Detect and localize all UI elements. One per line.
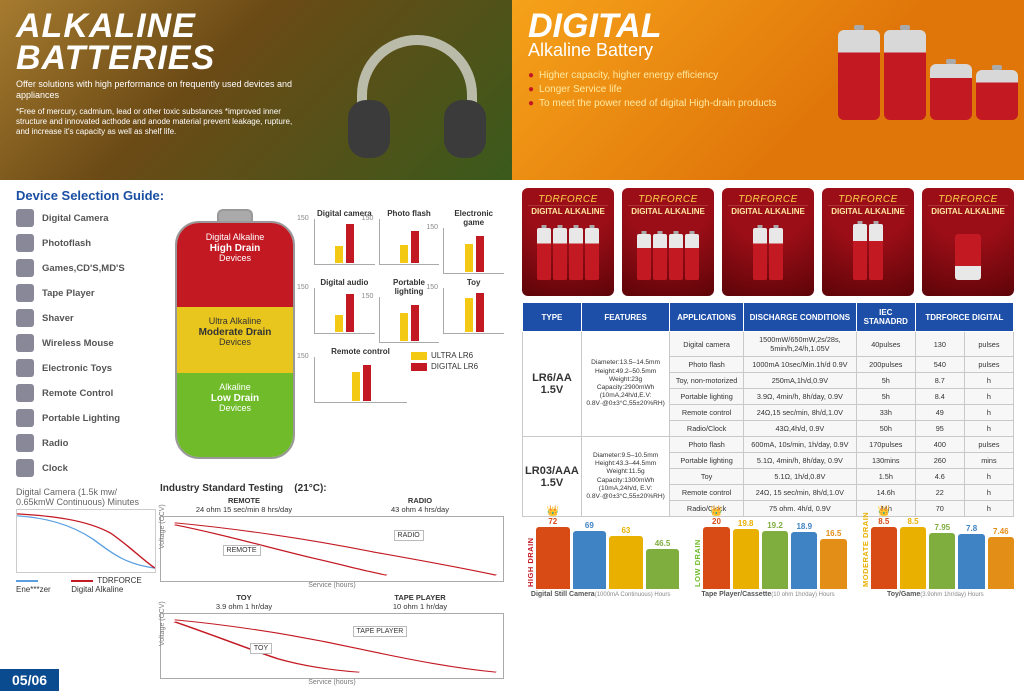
- device-item: Tape Player: [16, 284, 156, 302]
- crown-icon: 👑: [878, 506, 890, 517]
- dc-chart-box: [16, 509, 156, 573]
- table-header: APPLICATIONS: [670, 303, 744, 332]
- table-row: LR03/AAA1.5VDiameter:9.5–10.5mmHeight:43…: [523, 437, 1014, 453]
- crown-icon: 👑: [547, 506, 559, 517]
- mini-chart: Remote control: [314, 347, 407, 403]
- page: ALKALINE BATTERIES Offer solutions with …: [0, 0, 1024, 691]
- mini-chart: Digital audio: [314, 278, 375, 343]
- battery-cap-icon: [217, 209, 253, 221]
- right-hero: DIGITAL Alkaline Battery Higher capacity…: [512, 0, 1024, 180]
- right-body: TDRFORCEDIGITAL ALKALINETDRFORCEDIGITAL …: [512, 180, 1024, 691]
- headphones-icon: [352, 30, 482, 160]
- right-page: DIGITAL Alkaline Battery Higher capacity…: [512, 0, 1024, 691]
- battery-segment: AlkalineLow DrainDevices: [177, 373, 293, 457]
- industry-chart-bottom: Voltage (CCV) TAPE PLAYER TOY: [160, 613, 504, 679]
- guide-title: Device Selection Guide:: [16, 188, 504, 203]
- page-number: 05/06: [0, 669, 59, 691]
- industry-title: Industry Standard Testing (21°C):: [160, 483, 504, 494]
- product-pack: TDRFORCEDIGITAL ALKALINE: [622, 188, 714, 296]
- device-item: Shaver: [16, 309, 156, 327]
- device-item: Wireless Mouse: [16, 334, 156, 352]
- device-icon: [16, 209, 34, 227]
- device-item: Portable Lighting: [16, 409, 156, 427]
- product-pack: TDRFORCEDIGITAL ALKALINE: [922, 188, 1014, 296]
- product-pack: TDRFORCEDIGITAL ALKALINE: [722, 188, 814, 296]
- device-icon: [16, 459, 34, 477]
- comparison-chart: MODERATE DRAIN👑8.58.57.957.87.46Toy/Game…: [857, 525, 1014, 598]
- dc-chart-title: Digital Camera (1.5k mw/ 0.65kmW Continu…: [16, 487, 156, 507]
- table-header: TYPE: [523, 303, 582, 332]
- table-row: LR6/AA1.5VDiameter:13.5–14.5mmHeight:49.…: [523, 332, 1014, 357]
- product-packs: TDRFORCEDIGITAL ALKALINETDRFORCEDIGITAL …: [522, 188, 1014, 296]
- device-icon: [16, 359, 34, 377]
- ind-bot-xaxis: Service (hours): [160, 679, 504, 686]
- product-pack: TDRFORCEDIGITAL ALKALINE: [822, 188, 914, 296]
- device-icon: [16, 284, 34, 302]
- device-item: Clock: [16, 459, 156, 477]
- comparison-chart: HIGH DRAIN👑72696346.5Digital Still Camer…: [522, 525, 679, 598]
- mini-chart: Electronic game: [443, 209, 504, 274]
- crown-icon: 👑: [710, 506, 722, 517]
- digital-camera-chart: Digital Camera (1.5k mw/ 0.65kmW Continu…: [16, 487, 156, 686]
- left-page: ALKALINE BATTERIES Offer solutions with …: [0, 0, 512, 691]
- battery-cluster-icon: [838, 30, 1018, 120]
- dc-legend-tdr: TDRFORCE Digital Alkaline: [71, 576, 141, 594]
- device-item: Remote Control: [16, 384, 156, 402]
- mini-charts: Digital cameraPhoto flashElectronic game…: [314, 209, 504, 477]
- device-list: Digital Camera Photoflash Games,CD'S,MD'S T…: [16, 209, 156, 477]
- table-header: FEATURES: [581, 303, 669, 332]
- device-icon: [16, 259, 34, 277]
- device-item: Digital Camera: [16, 209, 156, 227]
- battery-segment: Ultra AlkalineModerate DrainDevices: [177, 307, 293, 373]
- dc-legend: Ene***zer TDRFORCE Digital Alkaline: [16, 576, 156, 594]
- dc-legend-ene: Ene***zer: [16, 585, 51, 594]
- battery-diagram: Digital AlkalineHigh DrainDevicesUltra A…: [160, 209, 310, 477]
- left-body: Device Selection Guide: Digital Camera Ph…: [0, 180, 512, 667]
- left-hero: ALKALINE BATTERIES Offer solutions with …: [0, 0, 512, 180]
- battery-body: Digital AlkalineHigh DrainDevicesUltra A…: [175, 221, 295, 459]
- device-icon: [16, 234, 34, 252]
- device-icon: [16, 309, 34, 327]
- battery-segment: Digital AlkalineHigh DrainDevices: [177, 223, 293, 307]
- device-icon: [16, 434, 34, 452]
- mini-chart: Photo flash: [379, 209, 440, 274]
- industry-testing: Industry Standard Testing (21°C): REMOTE…: [160, 483, 504, 686]
- hero-note: *Free of mercury, cadmium, lead or other…: [16, 107, 296, 137]
- mini-chart: Toy: [443, 278, 504, 343]
- device-item: Radio: [16, 434, 156, 452]
- device-icon: [16, 384, 34, 402]
- industry-top-heads: REMOTE24 ohm 15 sec/min 8 hrs/day RADIO4…: [160, 496, 504, 514]
- device-item: Games,CD'S,MD'S: [16, 259, 156, 277]
- ind-top-xaxis: Service (hours): [160, 582, 504, 589]
- mini-chart-legend: ULTRA LR6DIGITAL LR6: [411, 347, 504, 403]
- table-header: DISCHARGE CONDITIONS: [743, 303, 856, 332]
- device-item: Electronic Toys: [16, 359, 156, 377]
- table-header: TDRFORCE DIGITAL: [915, 303, 1013, 332]
- spec-table: TYPEFEATURESAPPLICATIONSDISCHARGE CONDIT…: [522, 302, 1014, 517]
- hero-sub: Offer solutions with high performance on…: [16, 79, 296, 102]
- table-header: IEC STANADRD: [856, 303, 915, 332]
- device-icon: [16, 334, 34, 352]
- product-pack: TDRFORCEDIGITAL ALKALINE: [522, 188, 614, 296]
- device-icon: [16, 409, 34, 427]
- industry-bottom-heads: TOY3.9 ohm 1 hr/day TAPE PLAYER10 ohm 1 …: [160, 593, 504, 611]
- comparison-chart: LOW DRAIN👑2019.819.218.916.5Tape Player/…: [689, 525, 846, 598]
- comparison-charts: HIGH DRAIN👑72696346.5Digital Still Camer…: [522, 525, 1014, 598]
- device-item: Photoflash: [16, 234, 156, 252]
- industry-chart-top: Voltage (CCV) RADIO REMOTE: [160, 516, 504, 582]
